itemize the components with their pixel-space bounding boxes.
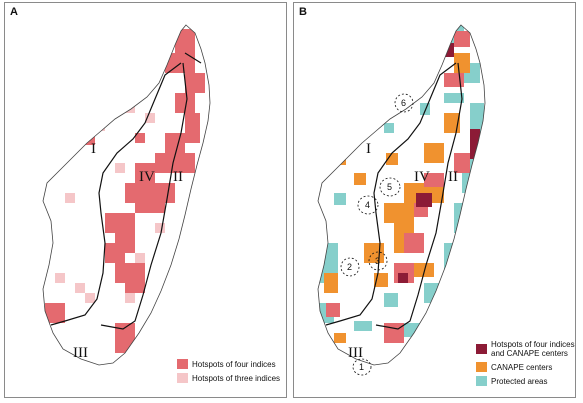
site-label-2: 2: [347, 262, 352, 272]
island-outline-a: [42, 24, 211, 366]
legend-label: Hotspots of three indices: [192, 373, 281, 383]
map-panel-b: 1 2 3 4 5 6 I IV II III B Hotspots of fo…: [293, 2, 576, 398]
site-circle-4: [357, 195, 379, 215]
legend-item-four-indices: Hotspots of four indices: [177, 359, 280, 369]
legend-label: Hotspots of four indices: [192, 359, 276, 369]
bioregion-boundaries-b: [325, 62, 463, 330]
site-circle-3: [368, 251, 388, 271]
legend-label: CANAPE centers: [491, 362, 553, 372]
map-b-svg: 1 2 3 4 5 6 I IV II III: [317, 24, 486, 376]
legend-item-canape: CANAPE centers: [476, 362, 575, 372]
bioregion-boundaries-a: [50, 52, 202, 330]
panel-label-a: A: [10, 6, 18, 18]
region-labels-b: I IV II III: [348, 141, 458, 361]
site-circles: [340, 93, 414, 376]
map-a-svg: I IV II III: [42, 24, 211, 366]
site-label-5: 5: [387, 182, 392, 192]
legend-label: Protected areas: [491, 376, 548, 386]
legend-swatch: [177, 373, 188, 383]
region-labels-a: I IV II III: [73, 141, 183, 361]
site-labels: 1 2 3 4 5 6: [347, 98, 406, 372]
map-panel-a: I IV II III A Hotspots of four indices H…: [4, 2, 287, 398]
panel-label-b: B: [299, 6, 307, 18]
site-label-3: 3: [375, 256, 380, 266]
region-label-ii: II: [448, 169, 458, 185]
site-circle-6: [394, 93, 414, 113]
island-outline-b: [317, 24, 486, 366]
legend-a: Hotspots of four indices Hotspots of thr…: [177, 359, 280, 387]
legend-item-three-indices: Hotspots of three indices: [177, 373, 280, 383]
legend-item-four-indices-canape: Hotspots of four indices and CANAPE cent…: [476, 340, 575, 358]
site-label-4: 4: [365, 200, 370, 210]
site-circle-1: [352, 358, 372, 376]
site-circle-2: [340, 257, 360, 277]
site-circle-5: [379, 177, 401, 197]
region-label-iii: III: [348, 345, 363, 361]
region-label-iii: III: [73, 345, 88, 361]
legend-swatch: [476, 362, 487, 372]
legend-swatch: [476, 344, 487, 354]
region-label-iv: IV: [414, 169, 430, 185]
region-label-ii: II: [173, 169, 183, 185]
region-label-i: I: [91, 141, 96, 157]
region-label-i: I: [366, 141, 371, 157]
legend-swatch: [177, 359, 188, 369]
region-label-iv: IV: [139, 169, 155, 185]
legend-label: Hotspots of four indices and CANAPE cent…: [491, 340, 575, 358]
hotspot-grid-a: [45, 29, 205, 353]
site-label-6: 6: [401, 98, 406, 108]
legend-swatch: [476, 376, 487, 386]
site-label-1: 1: [359, 362, 364, 372]
legend-item-protected-areas: Protected areas: [476, 376, 575, 386]
legend-b: Hotspots of four indices and CANAPE cent…: [476, 340, 575, 390]
